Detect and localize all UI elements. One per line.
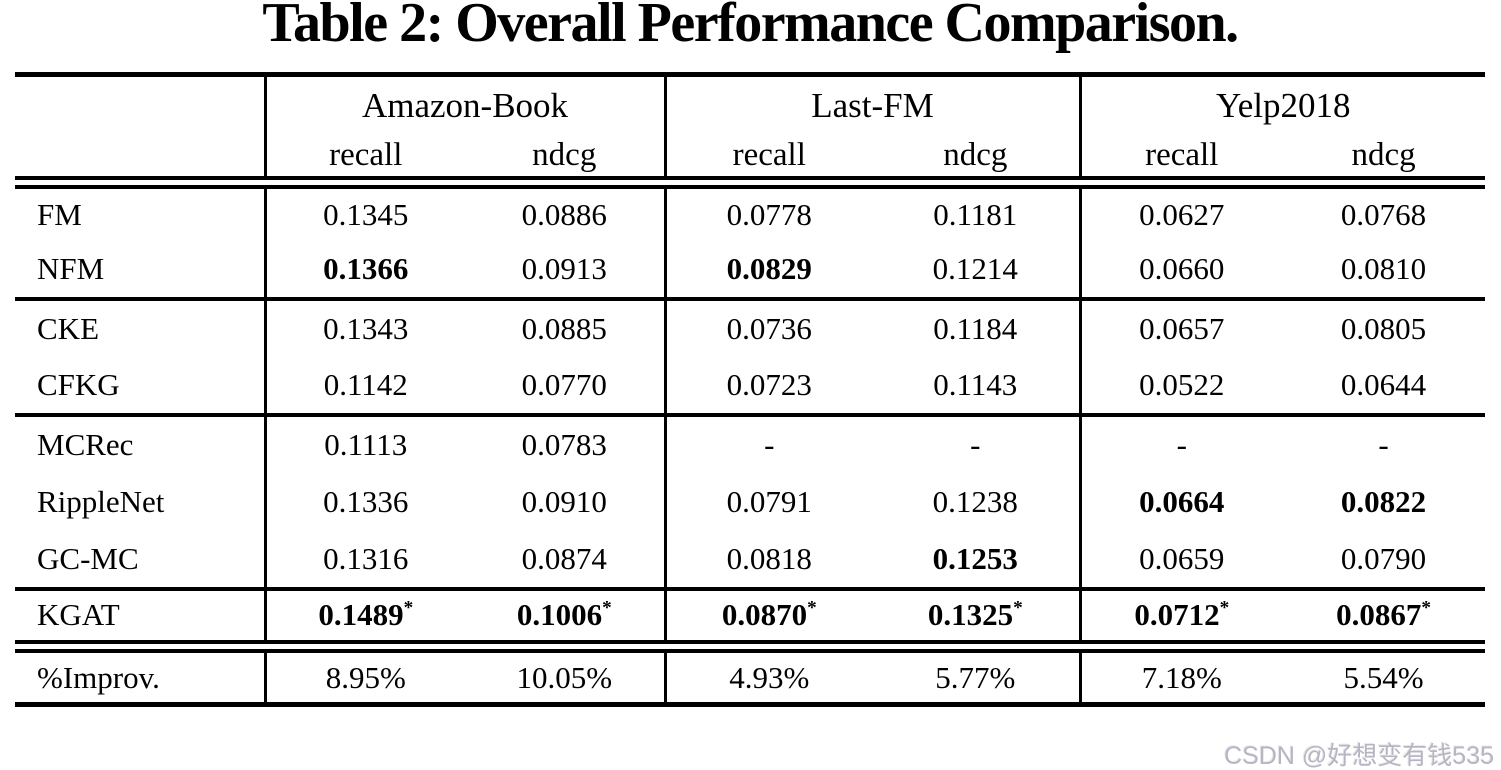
metric-value: 0.0522 (1078, 356, 1283, 417)
metric-value: 0.0778 (663, 182, 873, 241)
corner-cell (15, 75, 265, 135)
metric-value: 7.18% (1078, 646, 1283, 705)
metric-header-ndcg: ndcg (872, 134, 1081, 189)
metric-value: 0.0768 (1340, 196, 1427, 232)
metric-value: 0.0829 (663, 240, 873, 301)
table-title: Table 2: Overall Performance Comparison. (262, 0, 1239, 54)
method-name: CFKG (15, 356, 265, 417)
metric-value: 0.1489* (263, 588, 465, 653)
metric-value: 0.1113 (263, 414, 465, 473)
metric-value: 0.1142 (263, 356, 465, 417)
metric-value: 0.1345 (263, 182, 465, 241)
metric-value: 0.0712* (1078, 588, 1283, 653)
dataset-header-yelp2018: Yelp2018 (1078, 74, 1486, 135)
table-row-nfm: NFM 0.1366 0.0913 0.0829 0.1214 0.0660 0… (15, 240, 1486, 301)
metric-value: 0.0770 (465, 356, 666, 417)
table-row-kgat: KGAT 0.1489* 0.1006* 0.0870* 0.1325* 0.0… (15, 588, 1486, 653)
method-name: GC-MC (15, 530, 265, 591)
metric-header-recall: recall (1078, 134, 1283, 189)
metric-value: 0.0874 (465, 530, 666, 591)
metric-header-recall: recall (663, 134, 873, 189)
method-name: %Improv. (37, 659, 160, 695)
method-name: RippleNet (37, 483, 165, 519)
metric-value: 0.1343 (263, 298, 465, 357)
metric-header-ndcg: ndcg (465, 134, 666, 189)
metric-value: - (1078, 414, 1283, 473)
metric-value: 0.0805 (1340, 310, 1427, 346)
method-name: CKE (37, 310, 99, 346)
metric-value: 0.0659 (1078, 530, 1283, 591)
table-row-improv: %Improv. 8.95% 10.05% 4.93% 5.77% 7.18% … (15, 646, 1485, 705)
metric-value: 0.0867* (1282, 588, 1486, 653)
metric-header-row: recall ndcg recall ndcg recall ndcg (15, 134, 1486, 189)
metric-value: 0.0657 (1078, 298, 1283, 357)
metric-value: 0.0783 (521, 426, 607, 462)
metric-header-recall: recall (263, 134, 465, 189)
metric-value: 0.1253 (872, 530, 1081, 591)
metric-value: 0.1181 (933, 196, 1018, 232)
table-row-fm: FM 0.1345 0.0886 0.0778 0.1181 0.0627 0.… (15, 182, 1485, 241)
metric-value: 0.1316 (263, 530, 465, 591)
metric-value: 0.0723 (663, 356, 873, 417)
metric-value: 8.95% (263, 646, 465, 705)
metric-value: 0.0810 (1282, 240, 1486, 301)
metric-value: 0.0791 (663, 472, 873, 531)
metric-value: 0.1006* (465, 588, 666, 653)
method-name: NFM (15, 240, 265, 301)
method-name: FM (37, 196, 82, 232)
metric-value: 0.0886 (521, 196, 607, 232)
metric-value: - (1378, 426, 1389, 462)
metric-value: 0.0736 (663, 298, 873, 357)
metric-value: 0.0818 (663, 530, 873, 591)
dataset-header-row: Amazon-Book Last-FM Yelp2018 (15, 74, 1486, 135)
table-row-gcmc: GC-MC 0.1316 0.0874 0.0818 0.1253 0.0659… (15, 530, 1486, 591)
metric-value: 0.1366 (263, 240, 465, 301)
metric-value: 0.0644 (1282, 356, 1486, 417)
metric-value: - (663, 414, 873, 473)
metric-value: 0.1336 (263, 472, 465, 531)
metric-value: 0.1238 (932, 483, 1018, 519)
corner-cell (15, 134, 265, 189)
method-name: MCRec (37, 426, 134, 462)
metric-value: 0.1143 (872, 356, 1081, 417)
metric-value: 0.0870* (663, 588, 873, 653)
metric-value: 5.54% (1343, 659, 1424, 695)
metric-value: - (970, 426, 981, 462)
dataset-header-last-fm: Last-FM (663, 74, 1081, 135)
metric-header-ndcg: ndcg (1282, 134, 1486, 189)
metric-value: 0.0910 (521, 483, 607, 519)
metric-value: 5.77% (935, 659, 1016, 695)
metric-value: 0.0913 (465, 240, 666, 301)
watermark: CSDN @好想变有钱535 (1224, 742, 1494, 770)
metric-value: 10.05% (516, 659, 613, 695)
metric-value: 0.0660 (1078, 240, 1283, 301)
table-row-ripplenet: RippleNet 0.1336 0.0910 0.0791 0.1238 0.… (15, 472, 1485, 531)
dataset-header-amazon-book: Amazon-Book (263, 74, 666, 135)
method-name: KGAT (15, 588, 265, 653)
table-row-cfkg: CFKG 0.1142 0.0770 0.0723 0.1143 0.0522 … (15, 356, 1486, 417)
metric-value: 0.0885 (521, 310, 607, 346)
metric-value: 0.0822 (1340, 483, 1427, 519)
metric-value: 0.0664 (1078, 472, 1283, 531)
performance-table: Amazon-Book Last-FM Yelp2018 recall ndcg… (15, 72, 1486, 707)
metric-value: 0.0790 (1282, 530, 1486, 591)
table-row-mcrec: MCRec 0.1113 0.0783 - - - - (15, 414, 1485, 473)
table-row-cke: CKE 0.1343 0.0885 0.0736 0.1184 0.0657 0… (15, 298, 1485, 357)
metric-value: 0.0627 (1078, 182, 1283, 241)
metric-value: 0.1184 (933, 310, 1018, 346)
metric-value: 4.93% (663, 646, 873, 705)
metric-value: 0.1325* (872, 588, 1081, 653)
metric-value: 0.1214 (872, 240, 1081, 301)
